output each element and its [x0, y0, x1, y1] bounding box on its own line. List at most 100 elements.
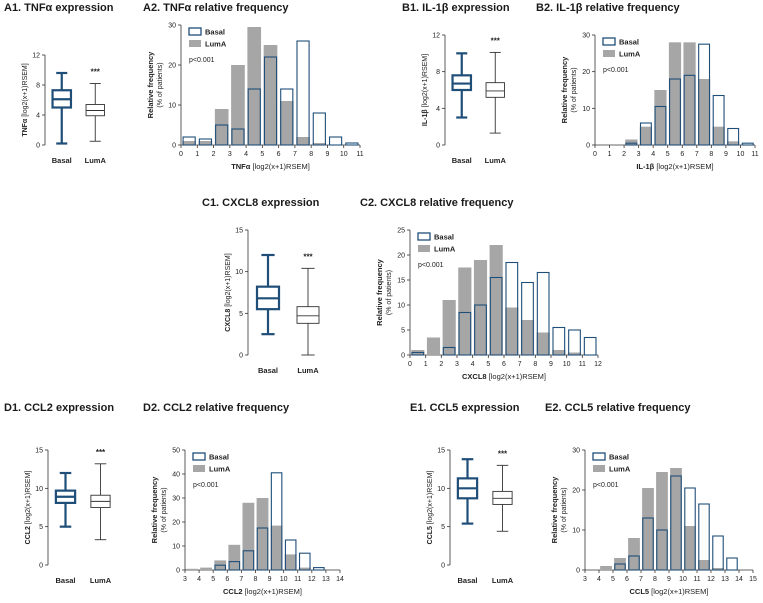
x-tick-label: 8 — [653, 576, 657, 583]
bar-luma — [552, 350, 566, 355]
legend-swatch-luma — [593, 465, 605, 472]
bar-basal — [312, 112, 326, 146]
y-tick-label: 4 — [36, 113, 40, 120]
chart-title: B1. IL-1β expression — [402, 2, 510, 14]
bar-luma — [279, 101, 294, 145]
bar-basal — [683, 74, 696, 146]
bar-luma — [473, 260, 488, 355]
bar-luma — [520, 320, 535, 355]
y-tick-label: 8 — [36, 83, 40, 90]
y-tick-label: 20 — [572, 488, 580, 495]
chart-title: A2. TNFα relative frequency — [143, 2, 289, 14]
x-tick-label: 9 — [326, 151, 330, 158]
legend-swatch-luma — [193, 465, 205, 472]
x-tick-label: 15 — [749, 576, 757, 583]
x-tick-label: 10 — [563, 361, 571, 368]
x-tick-label: 9 — [667, 576, 671, 583]
x-tick-label: 12 — [308, 576, 316, 583]
x-tick-label: 13 — [322, 576, 330, 583]
box-basal — [255, 253, 281, 336]
x-tick-label: 11 — [751, 151, 758, 158]
chart-svg-d1: 0 5 10 15 CCL2 [log2(x+1)RSEM] Basal LumA *** — [25, 448, 112, 586]
chart-title: C1. CXCL8 expression — [202, 197, 320, 209]
y-tick-label: 0 — [576, 568, 580, 575]
y-axis-label-bold: CCL5 — [427, 526, 434, 544]
bar-luma — [536, 332, 550, 355]
significance-marker: *** — [96, 448, 106, 457]
y-axis-label-bold: TNFα — [22, 118, 29, 137]
bar-luma — [186, 568, 198, 570]
y-axis-label: IL-1β [log2(x+1)RSEM] — [422, 54, 429, 126]
chart-title: D1. CCL2 expression — [4, 402, 115, 414]
bar-luma — [654, 90, 667, 145]
chart-svg-e1: 0 5 10 15 CCL5 [log2(x+1)RSEM] Basal LumA *** — [427, 448, 514, 586]
x-tick-label: 4 — [597, 576, 601, 583]
bar-luma — [458, 267, 472, 355]
y-axis-label: CXCL8 [log2(x+1)RSEM] — [225, 253, 232, 331]
y-axis-label: Relative frequency — [560, 56, 569, 124]
y-axis-label-group: TNFα [log2(x+1)RSEM] — [22, 63, 29, 136]
y-tick-label: 50 — [172, 448, 180, 455]
y-axis-label-sub: (% of patients) — [571, 67, 578, 112]
x-axis-label-rest: [log2(x+1)RSEM] — [654, 162, 713, 171]
bar-basal — [313, 567, 325, 571]
p-value: p<0.001 — [593, 482, 619, 489]
x-tick-label: 3 — [637, 151, 641, 158]
legend-swatch-basal — [602, 37, 616, 46]
legend-label-luma: LumA — [434, 245, 456, 254]
bar-luma — [270, 525, 283, 570]
x-axis-label: CCL5 [log2(x+1)RSEM] — [630, 587, 709, 596]
y-axis-label-sub: (% of patients) — [157, 62, 164, 107]
legend-label-basal: Basal — [619, 38, 639, 47]
x-axis-label-bold: TNFα — [231, 162, 251, 171]
y-axis-label-sub: (% of patients) — [561, 487, 568, 532]
box-luma — [90, 463, 111, 541]
bar-luma — [426, 337, 441, 355]
bar-luma — [198, 141, 213, 145]
y-axis-label-sub: (% of patients) — [386, 270, 393, 315]
x-category-label: Basal — [452, 156, 472, 165]
bar-luma — [298, 567, 311, 570]
chart-title: B2. IL-1β relative frequency — [536, 2, 680, 14]
box-luma — [492, 464, 513, 532]
bar-luma — [727, 141, 740, 145]
box-basal — [451, 52, 473, 119]
x-tick-label: 0 — [593, 151, 597, 158]
bar-basal — [656, 529, 668, 571]
y-tick-label: 10 — [172, 544, 180, 551]
panel-d1-ccl2-expression: D1. CCL2 expression 0 5 10 15 CCL2 [log2(x+1… — [0, 400, 140, 600]
y-tick-label: 30 — [572, 448, 580, 455]
box-luma — [85, 83, 105, 142]
box-luma — [296, 267, 320, 356]
bar-basal — [628, 555, 640, 571]
chart-svg-b1: 0 4 8 12 IL-1β [log2(x+1)RSEM] Basal LumA *** — [422, 33, 506, 166]
bar-basal — [552, 326, 566, 356]
y-tick-label: 25 — [397, 228, 405, 235]
x-axis-label: CXCL8 [log2(x+1)RSEM] — [462, 372, 546, 381]
y-axis-label: Relative frequency — [150, 476, 159, 544]
x-tick-label: 3 — [183, 576, 187, 583]
x-axis-label-rest: [log2(x+1)RSEM] — [487, 372, 546, 381]
significance-marker: *** — [491, 36, 501, 45]
x-tick-label: 10 — [679, 576, 687, 583]
legend-swatch-basal — [417, 232, 431, 241]
x-tick-label: 2 — [212, 151, 216, 158]
x-axis-label: CCL2 [log2(x+1)RSEM] — [223, 587, 302, 596]
x-category-label: LumA — [297, 366, 319, 375]
box-basal — [54, 471, 77, 528]
chart-title: A1. TNFα expression — [4, 2, 114, 14]
y-axis-label-bold: CXCL8 — [225, 309, 232, 332]
x-tick-label: 12 — [594, 361, 602, 368]
y-tick-label: 30 — [172, 496, 180, 503]
bar-luma — [600, 566, 612, 570]
bar-basal — [521, 281, 534, 356]
x-tick-label: 5 — [260, 151, 264, 158]
bar-luma — [668, 42, 682, 146]
x-tick-label: 1 — [608, 151, 612, 158]
panel-d2-ccl2-frequency: D2. CCL2 relative frequency 0 10 20 30 40 50 3… — [140, 400, 365, 600]
y-tick-label: 5 — [39, 524, 43, 531]
x-axis-label-bold: IL-1β — [636, 162, 654, 171]
y-tick-label: 0 — [401, 353, 405, 360]
x-tick-label: 7 — [695, 151, 699, 158]
